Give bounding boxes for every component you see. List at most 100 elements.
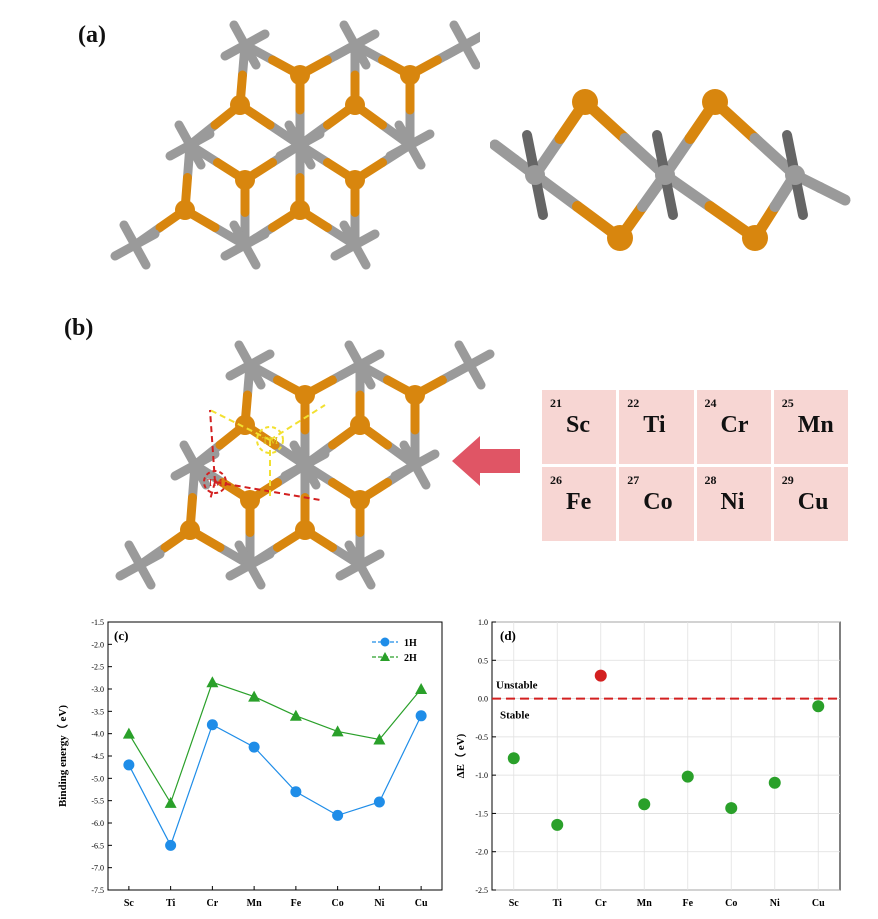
unstable-label: Unstable: [496, 680, 538, 692]
atomic-number: 21: [550, 396, 562, 410]
y-tick-label: -4.0: [91, 730, 104, 739]
sulfur-atom: [290, 65, 310, 85]
series-line-2H: [128, 681, 422, 805]
x-tick-label: Sc: [124, 898, 135, 909]
binding-energy-chart: -1.5 -2.0 -2.5 -3.0 -3.5 -4.0 -4.5 -5.0 -5.5 -6.0…: [56, 618, 443, 909]
x-tick-label: Ni: [770, 898, 780, 909]
atomic-number: 25: [781, 396, 794, 410]
y-tick-label: -5.5: [91, 797, 104, 806]
element-cell: 21 Sc: [542, 390, 617, 464]
data-point-1H: [206, 719, 218, 731]
y-tick-label: -2.5: [475, 886, 488, 895]
sulfur-atom: [240, 490, 260, 510]
y-axis-label: Binding energy（ eV): [56, 705, 69, 807]
y-tick-label: -2.0: [475, 848, 488, 857]
data-point-2H: [373, 733, 386, 745]
sulfur-atom: [235, 170, 255, 190]
data-point-2H: [289, 709, 302, 721]
data-point: [507, 752, 520, 765]
x-tick-label: Cr: [207, 898, 219, 909]
sulfur-atom: [350, 415, 370, 435]
data-point-2H: [206, 676, 219, 688]
data-point: [725, 802, 738, 815]
y-tick-label: -6.5: [91, 841, 104, 850]
carbon-stub: [344, 340, 376, 390]
coordination-line: [214, 481, 321, 501]
carbon-stub: [179, 440, 211, 490]
element-symbol: Mn: [797, 412, 834, 438]
stable-label: Stable: [500, 710, 529, 722]
carbon-stub: [394, 120, 426, 170]
y-tick-label: 0.0: [478, 695, 488, 704]
y-tick-label: -0.5: [475, 733, 488, 742]
x-tick-label: Cu: [415, 898, 428, 909]
tm-label: TM: [262, 435, 279, 447]
y-tick-label: -7.0: [91, 864, 104, 873]
element-symbol: Ti: [643, 412, 666, 438]
tm-label: TM: [208, 478, 223, 489]
sulfur-atom: [607, 225, 633, 251]
sulfur-atom: [345, 170, 365, 190]
x-tick-label: Ti: [553, 898, 562, 909]
element-symbol: Fe: [566, 489, 592, 515]
x-tick-label: Cr: [595, 898, 607, 909]
element-symbol: Cr: [720, 412, 749, 438]
sulfur-atom: [290, 200, 310, 220]
atomic-number: 26: [550, 473, 562, 487]
element-cell: 26 Fe: [542, 467, 617, 541]
y-tick-label: -4.5: [91, 752, 104, 761]
element-symbol: Sc: [566, 412, 590, 438]
y-tick-label: 1.0: [478, 618, 488, 627]
delta-e-chart: 1.0 0.5 0.0 -0.5 -1.0 -1.5 -2.0 -2.5 Sc Ti Cr Mn Fe C…: [454, 618, 841, 909]
x-tick-label: Cu: [812, 898, 825, 909]
data-point: [768, 776, 781, 789]
series-line-1H: [128, 715, 422, 847]
x-tick-label: Fe: [291, 898, 302, 909]
y-tick-label: -1.5: [475, 809, 488, 818]
data-point-2H: [331, 725, 344, 737]
x-tick-label: Mn: [247, 898, 262, 909]
x-tick-label: Sc: [509, 898, 520, 909]
carbon-stub: [174, 120, 206, 170]
carbon-stub: [124, 540, 156, 590]
sulfur-atom: [175, 200, 195, 220]
atomic-number: 22: [627, 396, 640, 410]
carbon-stub: [339, 20, 371, 70]
data-point-1H: [123, 759, 135, 771]
legend-marker: [380, 652, 390, 661]
element-symbol: Ni: [720, 489, 745, 515]
x-tick-label: Mn: [637, 898, 652, 909]
carbon-stub: [454, 340, 486, 390]
carbon-stub: [119, 220, 151, 270]
data-point: [638, 798, 651, 811]
sulfur-atom: [345, 95, 365, 115]
carbon-stub: [344, 540, 376, 590]
carbon-atom: [785, 165, 805, 185]
coordination-line: [209, 409, 216, 483]
data-point: [812, 700, 825, 713]
plot-frame: [107, 621, 443, 891]
carbon-stub: [234, 340, 266, 390]
y-tick-label: -3.5: [91, 707, 104, 716]
carbon-stub: [449, 20, 480, 70]
element-cell: 27 Co: [619, 467, 694, 541]
panel-label-d: (d): [500, 628, 516, 643]
x-tick-label: Fe: [682, 898, 693, 909]
sulfur-atom: [400, 65, 420, 85]
sulfur-atom: [295, 520, 315, 540]
data-point: [681, 770, 694, 783]
y-tick-label: -2.0: [91, 640, 104, 649]
y-tick-label: -3.0: [91, 685, 104, 694]
legend-marker: [380, 637, 390, 647]
data-point-2H: [415, 683, 428, 694]
data-point-2H: [164, 796, 177, 808]
sulfur-atom: [230, 95, 250, 115]
y-tick-label: -2.5: [91, 663, 104, 672]
x-tick-label: Ti: [166, 898, 175, 909]
y-tick-label: 0.5: [478, 656, 488, 665]
left-arrow-icon: [452, 436, 520, 486]
carbon-stub: [229, 220, 261, 270]
element-cell: 25 Mn: [773, 390, 848, 464]
carbon-stub: [234, 540, 266, 590]
data-point-2H: [248, 690, 261, 702]
